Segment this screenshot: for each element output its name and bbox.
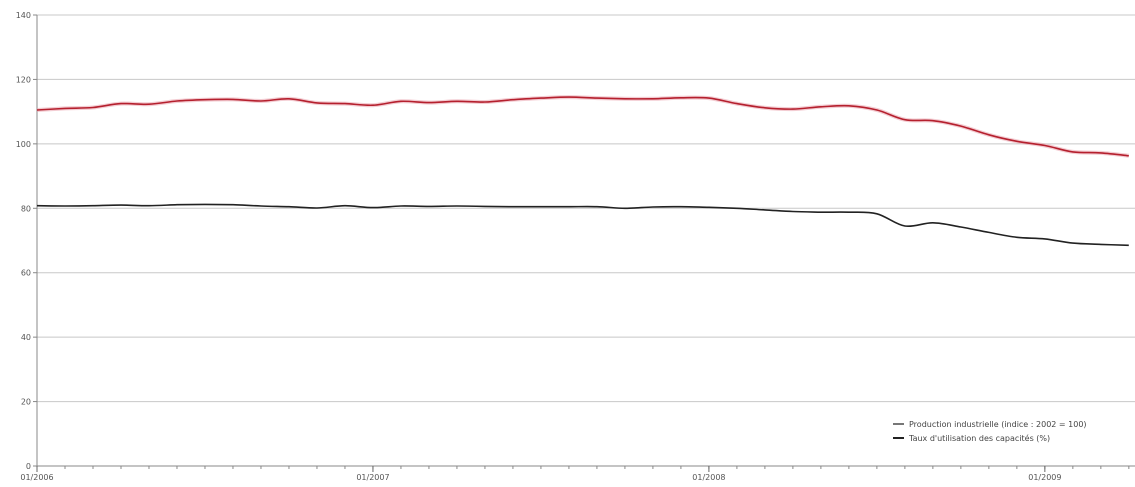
x-axis: 01/2006 01/2007 01/2008 01/2009 bbox=[20, 465, 1135, 482]
grid-lines bbox=[37, 14, 1135, 467]
x-tick-label: 01/2006 bbox=[20, 473, 53, 482]
series-lines bbox=[36, 95, 1130, 247]
x-tick-label: 01/2009 bbox=[1028, 473, 1061, 482]
legend: Production industrielle (indice : 2002 =… bbox=[893, 420, 1087, 443]
y-tick-label: 100 bbox=[16, 140, 31, 149]
y-axis: 0 20 40 60 80 100 120 140 bbox=[16, 11, 38, 471]
y-tick-label: 20 bbox=[21, 398, 31, 407]
x-tick-label: 01/2007 bbox=[356, 473, 389, 482]
legend-label: Production industrielle (indice : 2002 =… bbox=[909, 420, 1087, 429]
y-tick-label: 80 bbox=[21, 204, 31, 213]
y-tick-label: 60 bbox=[21, 269, 31, 278]
legend-label: Taux d'utilisation des capacités (%) bbox=[908, 433, 1050, 443]
y-tick-label: 0 bbox=[26, 462, 31, 471]
series-line-capacity bbox=[36, 203, 1129, 247]
x-tick-label: 01/2008 bbox=[692, 473, 725, 482]
series-line-production bbox=[36, 96, 1129, 157]
y-tick-label: 140 bbox=[16, 11, 31, 20]
y-tick-label: 40 bbox=[21, 333, 31, 342]
y-tick-label: 120 bbox=[16, 75, 31, 84]
